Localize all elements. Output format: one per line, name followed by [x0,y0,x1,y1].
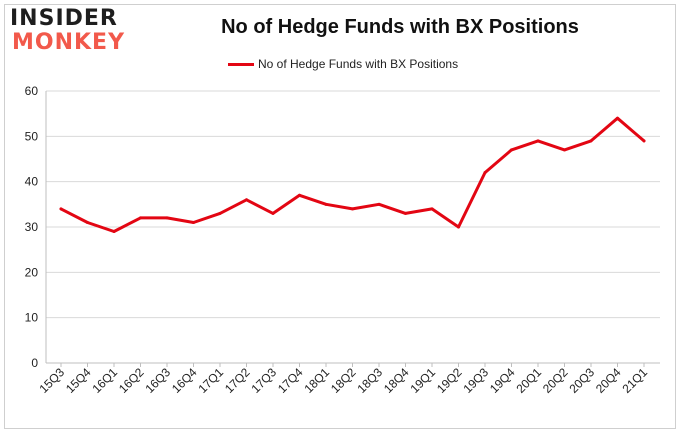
y-tick-label: 30 [25,220,39,234]
data-point [536,139,540,143]
x-tick-label: 17Q3 [248,365,279,396]
data-point [483,171,487,175]
x-tick-label: 18Q4 [381,365,412,396]
data-point [351,207,354,211]
data-point [589,139,593,143]
insider-monkey-logo: INSIDER MONKEY [10,8,130,58]
data-point [112,230,116,234]
data-point [510,148,513,152]
x-tick-label: 20Q1 [513,365,544,396]
data-point [457,225,460,229]
y-tick-label: 60 [25,84,39,98]
x-tick-label: 17Q1 [195,365,226,396]
logo-text-insider: INSIDER [10,6,118,31]
x-tick-label: 20Q2 [540,365,571,396]
y-tick-label: 50 [25,129,39,143]
data-point [404,211,407,215]
x-tick-label: 19Q3 [460,365,491,396]
legend-swatch [228,62,254,66]
data-point [642,139,646,143]
x-tick-label: 18Q2 [328,365,359,396]
x-tick-label: 21Q1 [619,365,650,396]
data-point [218,211,222,215]
x-tick-label: 19Q1 [407,365,438,396]
chart-frame [4,4,676,429]
x-tick-label: 19Q2 [434,365,465,396]
x-tick-label: 16Q4 [169,365,200,396]
data-point [139,216,142,220]
data-point [245,198,248,202]
data-point [59,207,63,211]
data-point [192,220,195,224]
data-point [324,202,328,206]
chart-legend: No of Hedge Funds with BX Positions [228,56,458,72]
legend-label: No of Hedge Funds with BX Positions [258,57,459,71]
y-tick-label: 20 [25,265,39,279]
data-point [298,193,301,197]
x-tick-label: 16Q1 [89,365,120,396]
data-point [563,148,566,152]
x-tick-label: 15Q4 [63,365,94,396]
logo-text-monkey: MONKEY [12,30,126,55]
data-point [377,202,381,206]
y-tick-label: 40 [25,175,39,189]
y-tick-label: 0 [31,356,38,370]
x-tick-label: 16Q3 [142,365,173,396]
data-point [165,216,169,220]
x-tick-label: 19Q4 [487,365,518,396]
data-point [271,211,275,215]
series-line-bx [59,116,646,233]
data-point [616,116,619,120]
y-tick-label: 10 [25,311,39,325]
data-point [430,207,434,211]
x-tick-label: 18Q1 [301,365,332,396]
data-point [86,220,89,224]
x-tick-label: 20Q3 [566,365,597,396]
x-tick-label: 18Q3 [354,365,385,396]
x-tick-label: 20Q4 [593,365,624,396]
x-tick-label: 17Q2 [222,365,253,396]
x-tick-label: 17Q4 [275,365,306,396]
x-tick-label: 15Q3 [36,365,67,396]
x-tick-label: 16Q2 [116,365,147,396]
chart-title: No of Hedge Funds with BX Positions [221,16,579,38]
